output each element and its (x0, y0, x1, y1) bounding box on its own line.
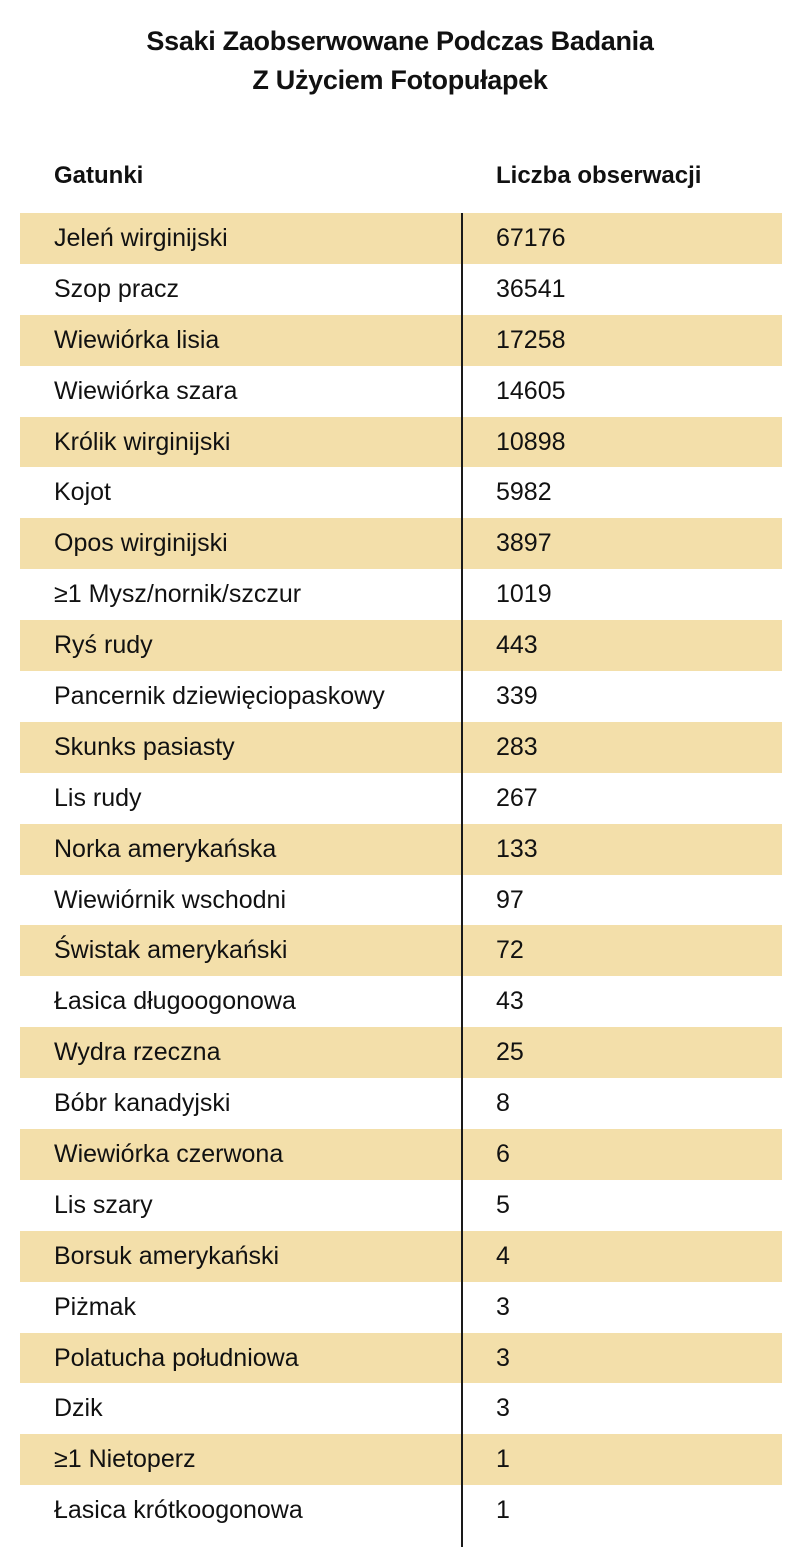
column-divider (461, 213, 463, 1547)
table-row: Wiewiórka szara 14605 (20, 366, 782, 417)
observation-count: 97 (496, 885, 524, 914)
table-row: Ryś rudy 443 (20, 620, 782, 672)
title-line-1: Ssaki Zaobserwowane Podczas Badania (146, 26, 654, 56)
table-row: Borsuk amerykański 4 (20, 1230, 782, 1282)
species-name: Szop pracz (54, 274, 180, 303)
table-row: ≥1 Mysz/nornik/szczur 1019 (20, 569, 782, 620)
species-name: Wiewiórka lisia (54, 325, 220, 354)
species-name: Łasica krótkoogonowa (54, 1496, 303, 1525)
column-header-count: Liczba obserwacji (496, 162, 702, 189)
observation-count: 67176 (496, 224, 566, 252)
observation-count: 283 (496, 732, 538, 761)
observation-count: 36541 (496, 274, 566, 303)
species-name: Opos wirginijski (54, 529, 228, 558)
species-name: Borsuk amerykański (54, 1241, 280, 1270)
species-name: Norka amerykańska (54, 834, 277, 863)
observation-count: 133 (496, 834, 538, 863)
observation-count: 267 (496, 783, 538, 812)
table-row: Skunks pasiasty 283 (20, 721, 782, 773)
table-row: Bóbr kanadyjski 8 (20, 1078, 782, 1129)
observation-count: 14605 (496, 376, 566, 405)
observation-count: 10898 (496, 427, 566, 456)
species-name: Polatucha południowa (54, 1343, 299, 1372)
species-table: Jeleń wirginijski 67176 Szop pracz 36541 Wie… (20, 213, 782, 1536)
species-name: ≥1 Nietoperz (54, 1445, 196, 1474)
table-row: Jeleń wirginijski 67176 (20, 213, 782, 264)
table-row: Świstak amerykański 72 (20, 925, 782, 977)
observation-count: 43 (496, 987, 524, 1016)
species-name: Dzik (54, 1394, 103, 1423)
observation-count: 1019 (496, 580, 552, 609)
species-name: Skunks pasiasty (54, 732, 235, 761)
table-row: Łasica długoogonowa 43 (20, 976, 782, 1027)
table-row: Lis rudy 267 (20, 773, 782, 824)
observation-count: 3 (496, 1343, 510, 1372)
table-row: Wydra rzeczna 25 (20, 1027, 782, 1079)
table-row: Pancernik dziewięciopaskowy 339 (20, 671, 782, 722)
species-name: Bóbr kanadyjski (54, 1089, 231, 1118)
species-name: Kojot (54, 478, 111, 507)
table-row: Szop pracz 36541 (20, 264, 782, 315)
observation-count: 25 (496, 1038, 524, 1067)
observation-count: 339 (496, 682, 538, 711)
observation-count: 6 (496, 1140, 510, 1169)
title-line-2: Z Użyciem Fotopułapek (252, 65, 548, 95)
table-row: Polatucha południowa 3 (20, 1332, 782, 1384)
table-row: Królik wirginijski 10898 (20, 416, 782, 468)
observation-count: 5 (496, 1190, 510, 1219)
table-row: Lis szary 5 (20, 1180, 782, 1231)
species-name: Pancernik dziewięciopaskowy (54, 682, 385, 711)
table-row: Piżmak 3 (20, 1282, 782, 1333)
column-header-species: Gatunki (54, 162, 144, 189)
table-row: Opos wirginijski 3897 (20, 518, 782, 570)
species-name: Lis rudy (54, 783, 142, 812)
observation-count: 443 (496, 631, 538, 660)
observation-count: 1 (496, 1496, 510, 1525)
species-name: Piżmak (54, 1292, 136, 1321)
species-name: Wiewiórka szara (54, 376, 238, 405)
species-name: Jeleń wirginijski (54, 224, 228, 252)
species-name: Lis szary (54, 1190, 153, 1219)
species-name: Królik wirginijski (54, 427, 231, 456)
species-name: Świstak amerykański (54, 936, 288, 965)
observation-count: 5982 (496, 478, 552, 507)
species-name: Łasica długoogonowa (54, 987, 296, 1016)
table-row: Wiewiórka lisia 17258 (20, 314, 782, 366)
observation-count: 72 (496, 936, 524, 965)
table-row: Kojot 5982 (20, 467, 782, 518)
species-name: Wydra rzeczna (54, 1038, 221, 1067)
observation-count: 3 (496, 1292, 510, 1321)
table-row: Norka amerykańska 133 (20, 823, 782, 875)
table-row: Wiewiórka czerwona 6 (20, 1129, 782, 1180)
species-name: Ryś rudy (54, 631, 153, 660)
species-name: Wiewiórnik wschodni (54, 885, 287, 914)
page-title: Ssaki Zaobserwowane Podczas Badania Z Uż… (0, 22, 800, 100)
observation-count: 17258 (496, 325, 566, 354)
observation-count: 4 (496, 1241, 510, 1270)
table-row: Dzik 3 (20, 1383, 782, 1434)
table-row: ≥1 Nietoperz 1 (20, 1434, 782, 1486)
observation-count: 3 (496, 1394, 510, 1423)
table-row: Wiewiórnik wschodni 97 (20, 875, 782, 926)
species-name: Wiewiórka czerwona (54, 1140, 284, 1169)
observation-count: 1 (496, 1445, 510, 1474)
observation-count: 3897 (496, 529, 552, 558)
species-name: ≥1 Mysz/nornik/szczur (54, 580, 302, 609)
table-header: Gatunki Liczba obserwacji (20, 158, 782, 198)
table-row: Łasica krótkoogonowa 1 (20, 1485, 782, 1536)
observation-count: 8 (496, 1089, 510, 1118)
